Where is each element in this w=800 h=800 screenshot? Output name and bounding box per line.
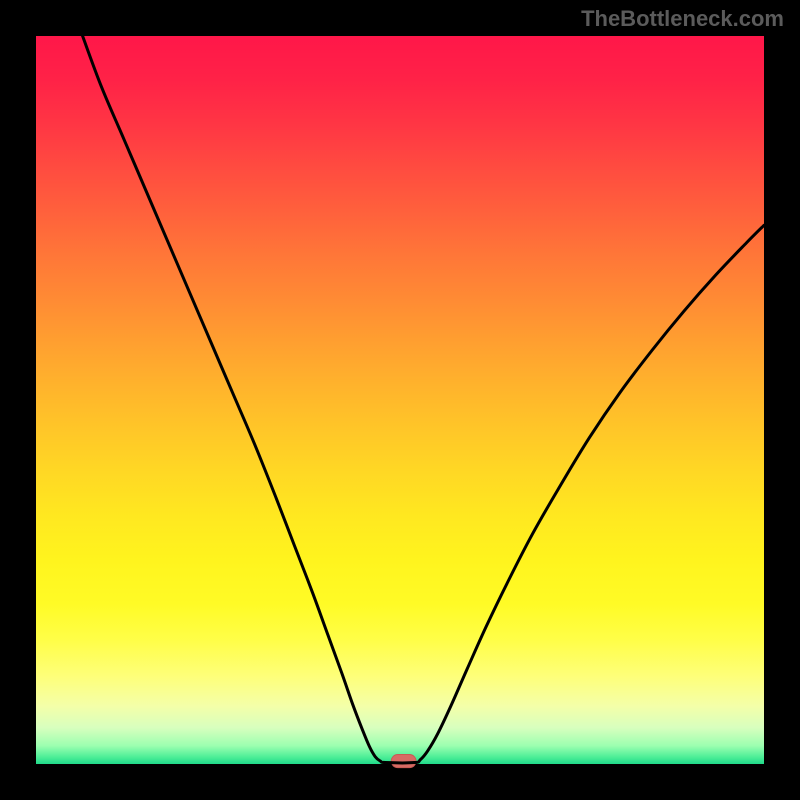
optimal-marker	[391, 755, 416, 768]
watermark-label: TheBottleneck.com	[581, 6, 784, 32]
bottleneck-chart	[0, 0, 800, 800]
